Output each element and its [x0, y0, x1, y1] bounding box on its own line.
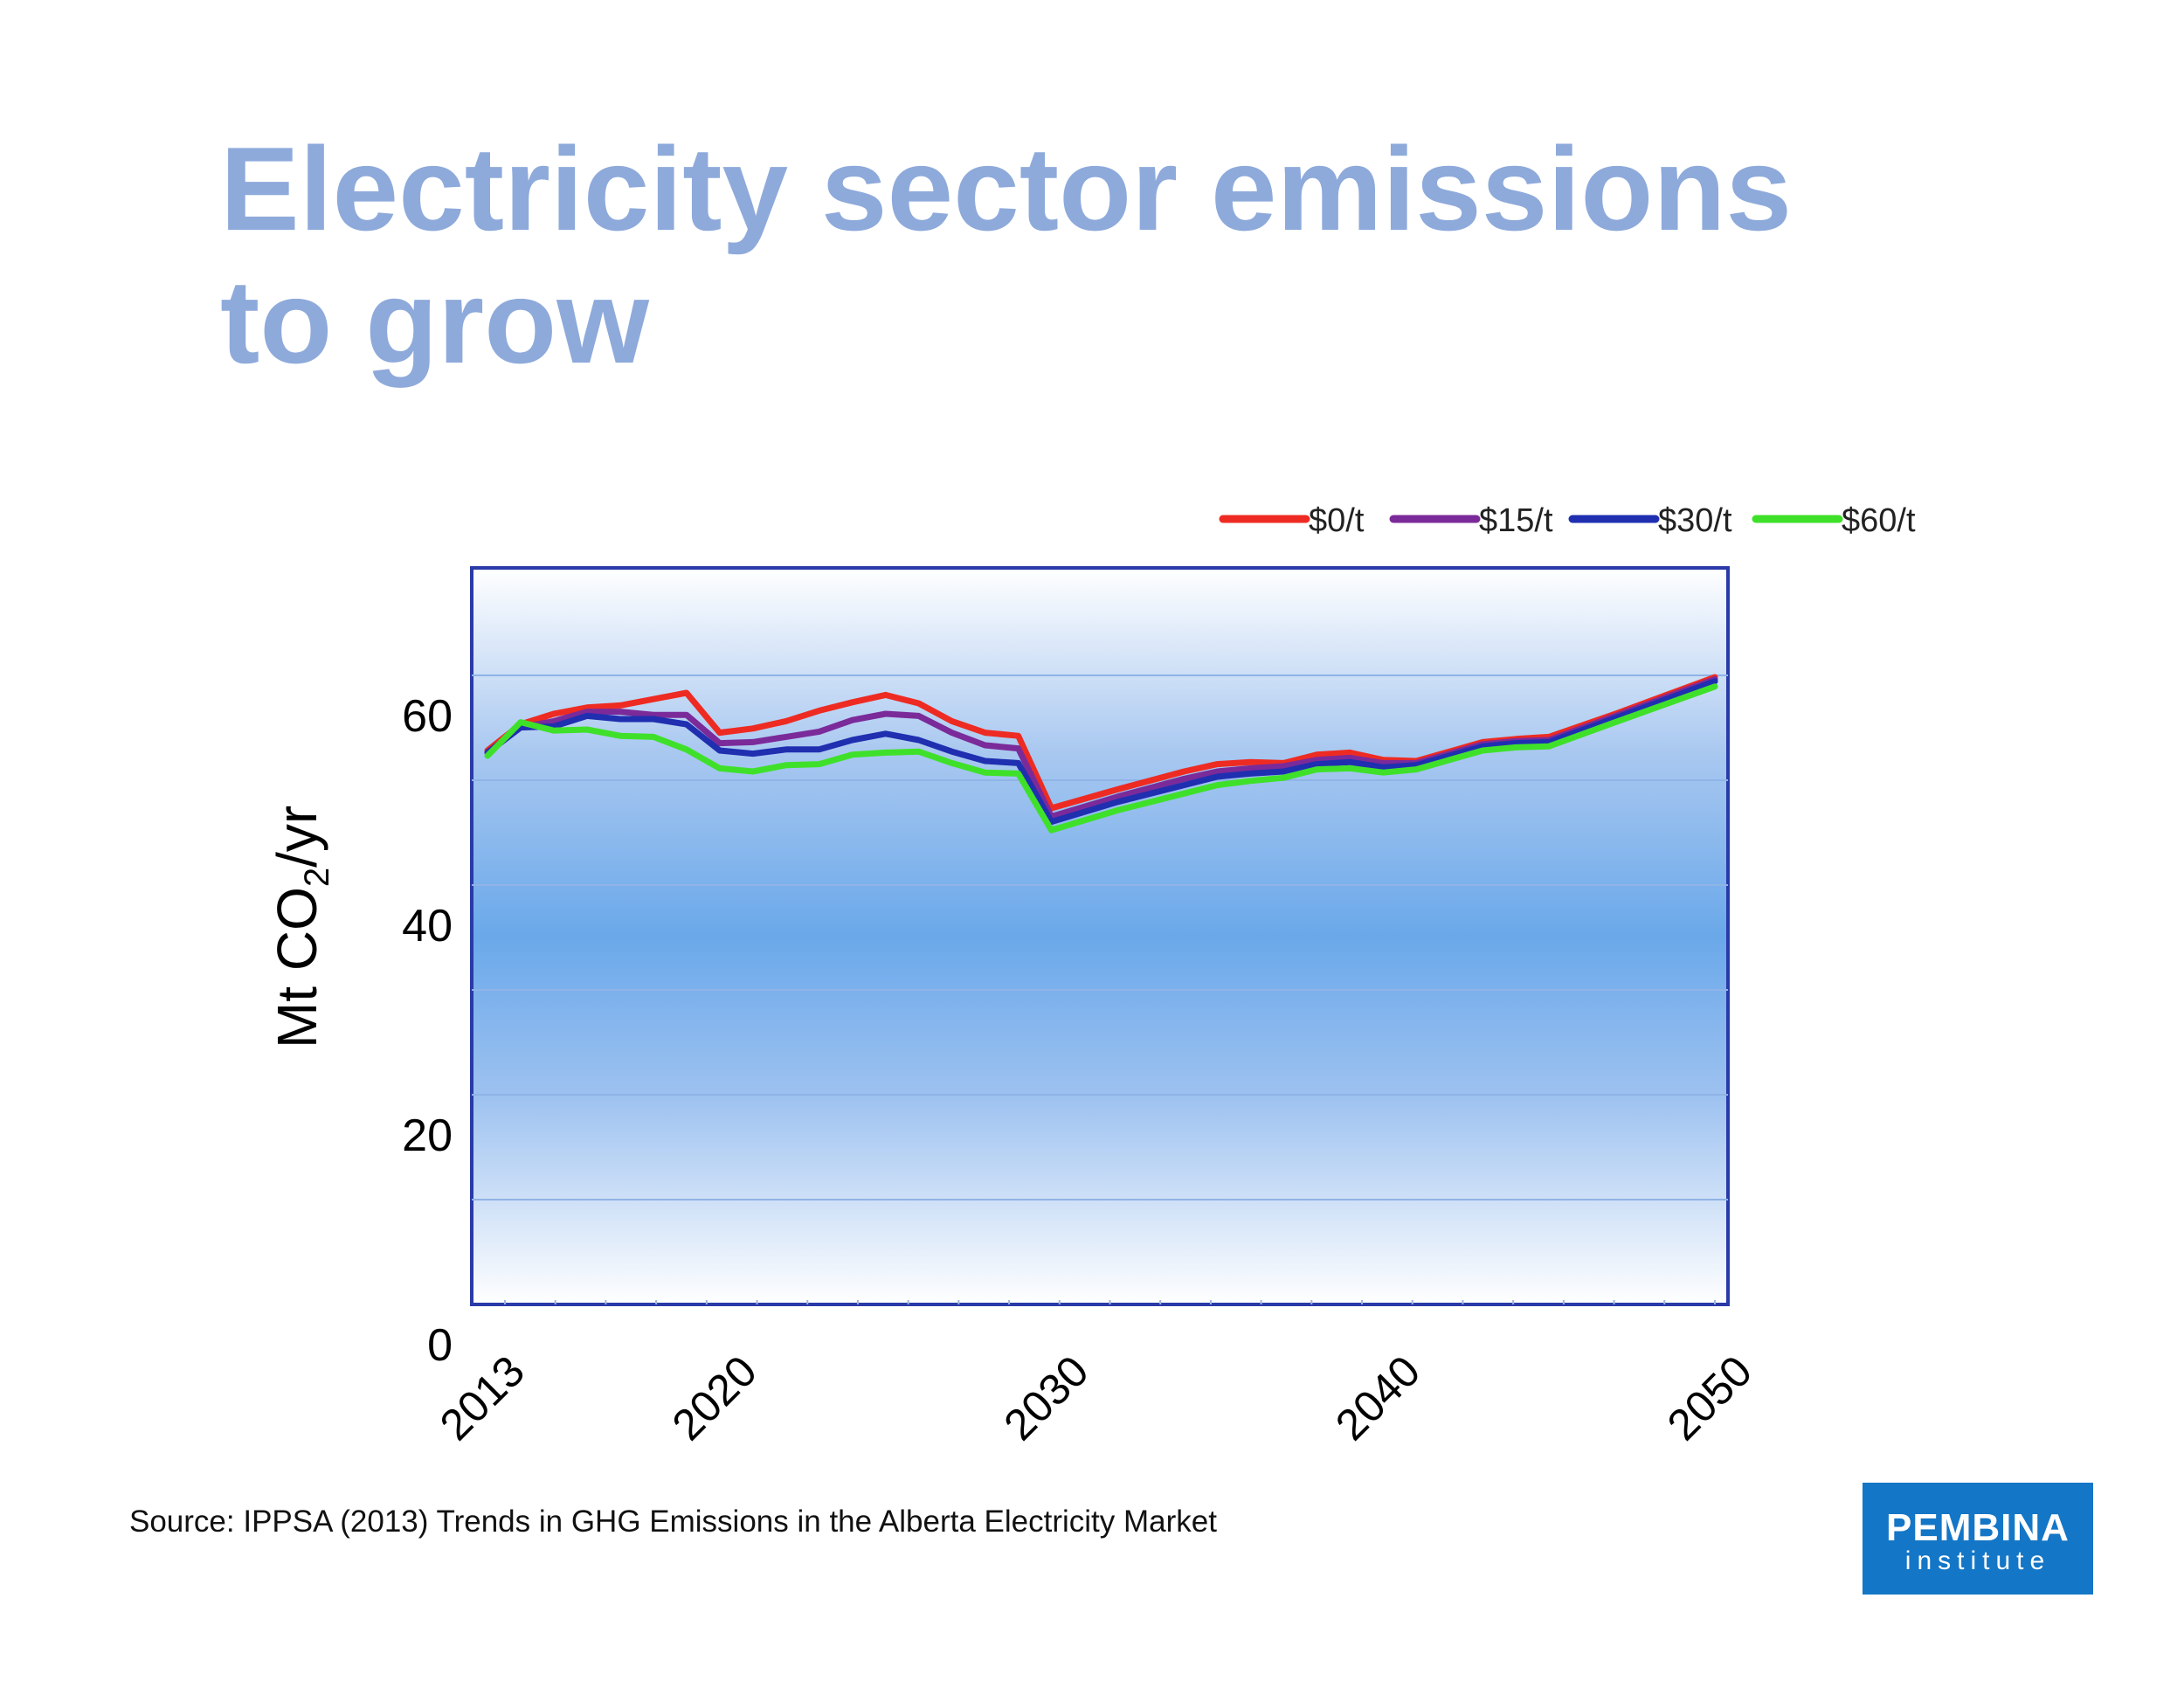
x-tick-label: 2050 — [1658, 1346, 1761, 1449]
logo-line-2: institute — [1904, 1546, 2051, 1575]
y-tick-label: 0 — [427, 1320, 453, 1371]
y-axis-label-main: Mt CO — [266, 887, 328, 1048]
x-tick-label: 2040 — [1326, 1346, 1429, 1449]
plot-area — [470, 566, 1730, 1306]
legend-label: $30/t — [1658, 502, 1732, 539]
x-tick-label: 2030 — [994, 1346, 1097, 1449]
y-tick-label: 40 — [402, 901, 453, 951]
series-line-30t — [484, 678, 1718, 826]
legend-label: $15/t — [1479, 502, 1553, 539]
y-tick-label: 60 — [402, 691, 453, 742]
legend: $0/t $15/t $30/t $60/t — [1219, 502, 1916, 539]
gridlines — [472, 675, 1728, 1200]
legend-label: $60/t — [1842, 502, 1916, 539]
title-line-1: Electricity sector emissions — [220, 122, 1793, 255]
series-line-60t — [484, 683, 1718, 834]
slide-title: Electricity sector emissions to grow — [220, 122, 1967, 388]
y-tick-label: 20 — [402, 1110, 453, 1161]
y-axis-label-suffix: /yr — [266, 806, 328, 868]
title-line-2: to grow — [220, 255, 650, 388]
series-lines — [484, 674, 1718, 834]
x-minor-ticks — [504, 1300, 1716, 1304]
logo-line-1: PEMBINA — [1886, 1506, 2070, 1549]
pembina-logo: PEMBINA institute — [1863, 1483, 2093, 1595]
x-tick-label: 2020 — [663, 1346, 766, 1449]
y-axis-label: Mt CO2/yr — [266, 806, 336, 1048]
source-note: Source: IPPSA (2013) Trends in GHG Emiss… — [129, 1505, 1217, 1539]
legend-label: $0/t — [1309, 502, 1365, 539]
y-tick-labels: 0 20 40 60 — [402, 691, 453, 1371]
x-tick-labels: 2013 2020 2030 2040 2050 — [431, 1346, 1761, 1449]
y-axis-label-sub: 2 — [298, 868, 336, 887]
